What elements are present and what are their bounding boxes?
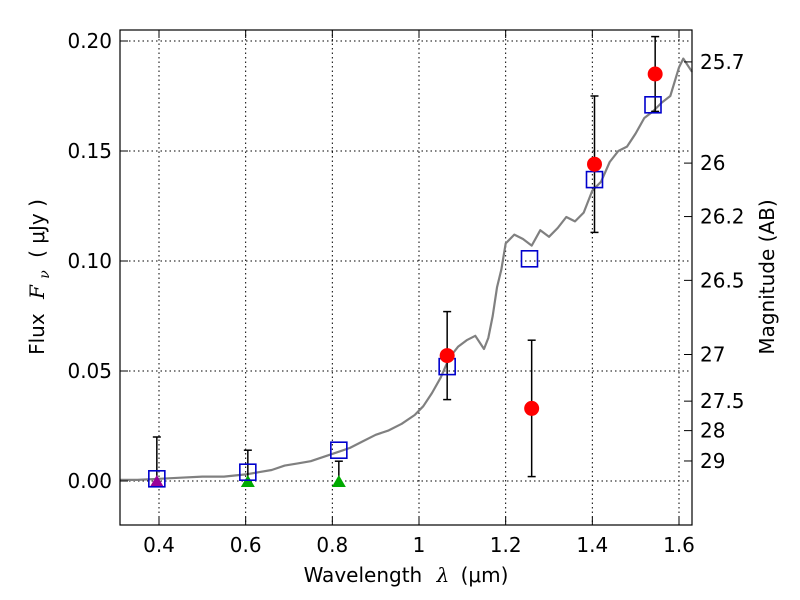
y-axis-unit: ( μJy )	[25, 199, 49, 258]
model-sed-layer	[120, 57, 693, 481]
y-axis-label: Flux	[25, 313, 49, 355]
y-tick-label: 0.10	[67, 249, 112, 273]
mag-tick-label: 29	[700, 449, 725, 473]
plot-frame	[119, 29, 693, 526]
mag-tick-label: 27.5	[700, 389, 745, 413]
upper-limit-marker	[149, 475, 164, 487]
x-tick-label: 0.4	[143, 533, 175, 557]
observed-point	[524, 400, 540, 416]
x-tick-label: 1.4	[576, 533, 608, 557]
observed-point	[439, 348, 455, 364]
y-tick-label: 0.15	[67, 139, 112, 163]
tick-layer: 0.4 0.6 0.8 1 1.2 1.4 1.6 0.00 0.05 0.10 0.15 0.20 2…	[67, 29, 744, 557]
mag-tick-label: 26	[700, 151, 725, 175]
x-tick-label: 0.6	[230, 533, 262, 557]
model-bandpass-marker	[520, 250, 539, 268]
mag-tick-label: 27	[700, 343, 725, 367]
mag-tick-label: 25.7	[700, 50, 745, 74]
y-axis-title: Flux F ν ( μJy )	[25, 199, 54, 355]
observed-point	[587, 156, 602, 172]
model-bandpass-marker	[239, 463, 257, 482]
x-axis-label: Wavelength	[304, 563, 423, 587]
x-axis-symbol: λ	[436, 563, 450, 587]
y2-axis-title: Magnitude (AB)	[755, 199, 779, 354]
observed-point	[647, 66, 663, 82]
x-axis-title: Wavelength λ (μm)	[304, 563, 509, 587]
mag-tick-label: 26.5	[700, 268, 745, 292]
y-axis-subscript: ν	[37, 270, 53, 279]
error-bar-layer	[152, 35, 660, 481]
mag-tick-label: 28	[700, 419, 725, 443]
y-axis-symbol: F	[25, 284, 49, 300]
y-tick-label: 0.20	[67, 29, 112, 53]
x-tick-label: 1.2	[490, 533, 522, 557]
model-bandpass-marker	[644, 96, 662, 114]
y-tick-label: 0.05	[67, 359, 112, 383]
model-bandpass-marker	[330, 441, 348, 460]
x-tick-label: 1.6	[663, 533, 695, 557]
y-tick-label: 0.00	[67, 469, 112, 493]
x-axis-unit: (μm)	[461, 563, 509, 587]
mag-tick-label: 26.2	[700, 205, 745, 229]
model-sed-line	[120, 57, 693, 481]
marker-layer	[148, 66, 663, 488]
upper-limit-marker	[331, 475, 346, 487]
model-bandpass-marker	[148, 469, 166, 488]
x-tick-label: 0.8	[316, 533, 348, 557]
grid-layer	[120, 30, 692, 525]
x-tick-label: 1	[413, 533, 426, 557]
